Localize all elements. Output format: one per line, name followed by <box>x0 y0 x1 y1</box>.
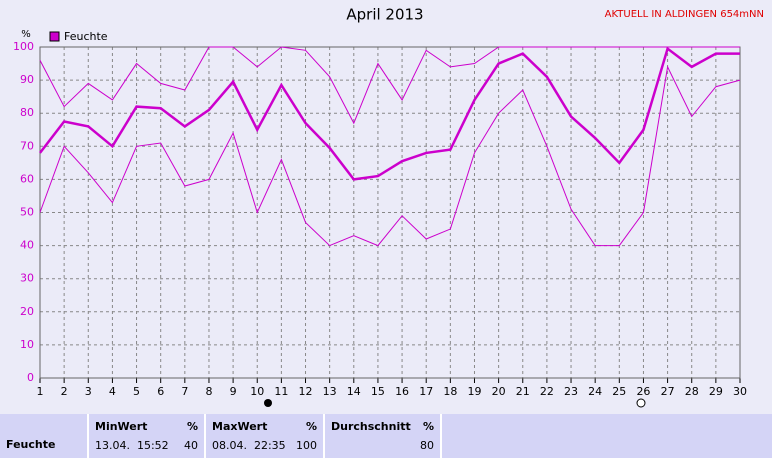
col-unit: % <box>422 420 434 433</box>
chart-title: April 2013 <box>346 6 423 24</box>
y-tick-label: 30 <box>20 272 34 285</box>
subtitle: AKTUELL IN ALDINGEN 654mNN <box>605 9 764 20</box>
x-tick-label: 20 <box>492 385 506 398</box>
col-min: MinWert% 13.04. 15:52 40 <box>87 414 204 458</box>
y-tick-label: 80 <box>20 106 34 119</box>
x-tick-label: 22 <box>540 385 554 398</box>
x-tick-label: 7 <box>181 385 188 398</box>
y-tick-label: 0 <box>27 371 34 384</box>
col-title: MinWert <box>95 420 148 433</box>
line <box>39 46 740 181</box>
x-tick-label: 1 <box>37 385 44 398</box>
x-tick-label: 4 <box>109 385 116 398</box>
x-tick-label: 25 <box>612 385 626 398</box>
moon-icon <box>636 398 646 408</box>
x-tick-label: 9 <box>230 385 237 398</box>
line <box>39 46 740 125</box>
y-tick-label: 40 <box>20 239 34 252</box>
x-tick-label: 23 <box>564 385 578 398</box>
cell: 13.04. 15:52 <box>95 439 169 452</box>
y-tick-label: 100 <box>13 40 34 53</box>
cell: 40 <box>184 439 198 452</box>
col-title: MaxWert <box>212 420 268 433</box>
x-tick-label: 17 <box>419 385 433 398</box>
x-tick-label: 24 <box>588 385 602 398</box>
x-tick-label: 12 <box>299 385 313 398</box>
row-label: Feuchte <box>0 414 87 458</box>
x-tick-label: 5 <box>133 385 140 398</box>
cell: 100 <box>296 439 317 452</box>
x-tick-label: 18 <box>443 385 457 398</box>
empty-cell <box>440 414 772 458</box>
x-tick-label: 21 <box>516 385 530 398</box>
x-tick-label: 30 <box>733 385 747 398</box>
table: Feuchte MinWert% 13.04. 15:52 40 MaxWert%… <box>0 414 772 458</box>
legend-label: Feuchte <box>64 30 108 43</box>
y-tick-label: 70 <box>20 139 34 152</box>
x-tick-label: 13 <box>323 385 337 398</box>
x-tick-label: 8 <box>205 385 212 398</box>
y-tick-label: 50 <box>20 206 34 219</box>
col-unit: % <box>305 420 317 433</box>
x-tick-label: 6 <box>157 385 164 398</box>
col-max: MaxWert% 08.04. 22:35 100 <box>204 414 323 458</box>
cell: 08.04. 22:35 <box>212 439 286 452</box>
x-tick-label: 10 <box>250 385 264 398</box>
x-tick-label: 19 <box>467 385 481 398</box>
legend-swatch <box>49 31 60 42</box>
x-tick-label: 27 <box>661 385 675 398</box>
x-tick-label: 28 <box>685 385 699 398</box>
line <box>39 65 741 247</box>
x-tick-label: 16 <box>395 385 409 398</box>
col-avg: Durchschnitt% 80 <box>323 414 440 458</box>
chart: April 2013 AKTUELL IN ALDINGEN 654mNN % … <box>13 6 764 408</box>
y-tick-label: 10 <box>20 338 34 351</box>
x-tick-label: 29 <box>709 385 723 398</box>
x-tick-label: 2 <box>61 385 68 398</box>
col-unit: % <box>186 420 198 433</box>
x-tick-label: 3 <box>85 385 92 398</box>
y-tick-label: 20 <box>20 305 34 318</box>
x-tick-label: 14 <box>347 385 361 398</box>
y-tick-label: 60 <box>20 172 34 185</box>
y-label: % <box>21 29 31 40</box>
col-title: Durchschnitt <box>331 420 411 433</box>
x-tick-label: 11 <box>274 385 288 398</box>
x-tick-label: 26 <box>636 385 650 398</box>
x-tick-label: 15 <box>371 385 385 398</box>
y-tick-label: 90 <box>20 73 34 86</box>
moon-icon <box>264 399 272 407</box>
cell: 80 <box>420 439 434 452</box>
